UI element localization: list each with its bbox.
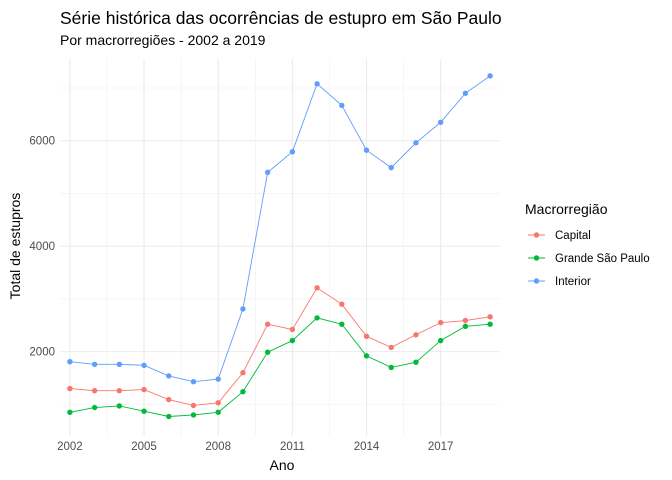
data-point-interior [264, 169, 271, 176]
legend-label: Grande São Paulo [555, 253, 650, 265]
chart-title: Série histórica das ocorrências de estup… [60, 8, 502, 28]
legend-title: Macrorregião [525, 201, 608, 217]
y-axis-title: Total de estupros [7, 193, 23, 300]
grid [60, 59, 500, 436]
series-grande-sao-paulo [67, 315, 493, 420]
data-point-interior [215, 376, 221, 382]
y-tick-label: 6000 [29, 136, 55, 148]
data-point-interior [67, 358, 73, 365]
legend-key-point [533, 255, 540, 261]
legend-item-capital: Capital [528, 230, 591, 242]
data-point-interior [363, 147, 370, 153]
data-point-capital [339, 301, 345, 307]
data-point-grande-sao-paulo [141, 408, 147, 414]
data-point-grande-sao-paulo [339, 321, 345, 327]
data-point-capital [437, 319, 444, 326]
data-point-capital [240, 370, 246, 376]
series-line-capital [69, 287, 491, 406]
x-tick-label: 2008 [205, 441, 231, 453]
data-point-interior [116, 361, 123, 367]
data-point-grande-sao-paulo [289, 337, 296, 344]
data-point-grande-sao-paulo [413, 359, 419, 365]
data-point-grande-sao-paulo [116, 403, 123, 409]
x-tick-label: 2014 [354, 441, 380, 453]
data-point-capital [314, 285, 320, 291]
data-point-capital [91, 387, 98, 394]
legend-key-point [533, 232, 540, 238]
series-capital [67, 285, 493, 409]
data-point-interior [314, 81, 320, 87]
data-point-interior [289, 149, 296, 155]
data-point-grande-sao-paulo [363, 353, 370, 359]
data-point-interior [462, 90, 469, 96]
data-point-grande-sao-paulo [166, 413, 172, 420]
data-point-grande-sao-paulo [91, 404, 98, 411]
data-point-capital [190, 402, 197, 409]
data-point-interior [141, 362, 147, 369]
data-point-capital [215, 400, 221, 406]
data-point-grande-sao-paulo [437, 337, 444, 344]
x-tick-label: 2011 [280, 441, 305, 453]
data-point-capital [289, 326, 296, 333]
legend-item-interior: Interior [528, 276, 591, 288]
data-point-grande-sao-paulo [67, 409, 73, 415]
data-point-grande-sao-paulo [462, 323, 469, 330]
x-axis-ticks: 2002 2005 2008 2011 2014 2017 [57, 441, 453, 453]
data-point-grande-sao-paulo [264, 349, 271, 355]
data-point-interior [388, 164, 394, 171]
data-point-grande-sao-paulo [314, 315, 320, 321]
data-point-interior [91, 361, 98, 367]
legend: Macrorregião Capital Grande São Paulo Inte… [525, 201, 650, 288]
data-point-interior [437, 119, 444, 125]
series-line-interior [69, 75, 491, 383]
data-point-capital [166, 396, 172, 403]
data-point-grande-sao-paulo [215, 409, 221, 415]
data-point-capital [363, 333, 370, 340]
data-point-interior [339, 102, 345, 109]
data-point-capital [67, 385, 73, 392]
series-line-grande-sao-paulo [69, 317, 491, 417]
data-point-interior [413, 140, 419, 146]
data-point-grande-sao-paulo [487, 321, 493, 327]
legend-label: Interior [555, 276, 591, 288]
data-point-grande-sao-paulo [240, 389, 246, 395]
data-point-capital [141, 386, 147, 393]
data-point-interior [240, 306, 246, 312]
x-tick-label: 2017 [428, 441, 454, 453]
data-point-capital [388, 344, 394, 351]
data-point-capital [487, 314, 493, 320]
data-point-interior [487, 73, 493, 79]
x-tick-label: 2005 [131, 441, 157, 453]
series-interior [67, 73, 493, 385]
series-layer [67, 73, 493, 420]
chart-subtitle: Por macrorregiões - 2002 a 2019 [60, 32, 266, 48]
legend-label: Capital [555, 230, 591, 242]
x-tick-label: 2002 [57, 441, 83, 453]
data-point-capital [116, 387, 123, 394]
y-tick-label: 4000 [29, 241, 55, 253]
legend-item-grande-sao-paulo: Grande São Paulo [528, 253, 650, 265]
data-point-capital [413, 332, 419, 338]
y-axis-ticks: 2000 4000 6000 [29, 136, 55, 359]
data-point-grande-sao-paulo [388, 364, 394, 371]
data-point-interior [190, 378, 197, 385]
legend-key-point [533, 278, 540, 284]
data-point-capital [264, 321, 271, 327]
x-axis-title: Ano [270, 457, 295, 473]
data-point-capital [462, 317, 469, 324]
y-tick-label: 2000 [29, 347, 55, 359]
data-point-interior [166, 373, 172, 379]
data-point-grande-sao-paulo [190, 412, 197, 418]
